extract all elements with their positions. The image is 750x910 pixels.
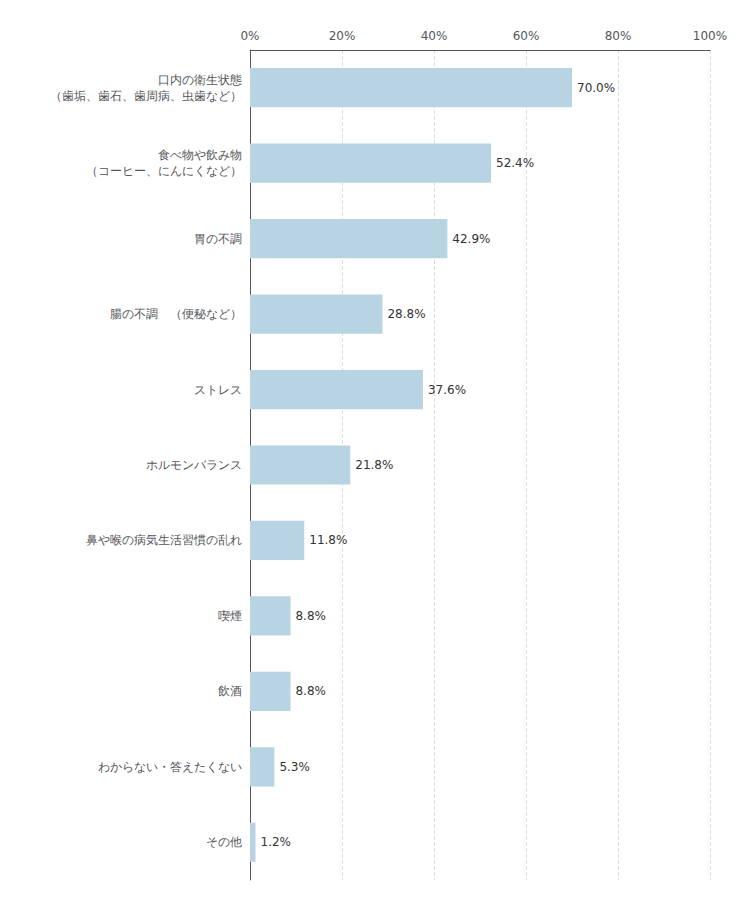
svg-text:腸の不調 （便秘など）: 腸の不調 （便秘など） [110,307,242,321]
svg-text:80%: 80% [605,29,632,43]
svg-text:21.8%: 21.8% [355,458,393,472]
svg-text:60%: 60% [513,29,540,43]
svg-text:胃の不調: 胃の不調 [194,232,242,246]
svg-text:8.8%: 8.8% [295,609,326,623]
svg-text:8.8%: 8.8% [295,684,326,698]
svg-text:5.3%: 5.3% [279,760,310,774]
svg-text:食べ物や飲み物: 食べ物や飲み物 [158,148,242,162]
svg-text:ストレス: ストレス [194,383,242,397]
svg-text:100%: 100% [693,29,727,43]
svg-text:口内の衛生状態: 口内の衛生状態 [158,73,242,87]
svg-text:ホルモンバランス: ホルモンバランス [146,458,242,472]
svg-text:0%: 0% [240,29,259,43]
svg-text:70.0%: 70.0% [577,81,615,95]
svg-text:飲酒: 飲酒 [218,684,242,698]
svg-text:40%: 40% [421,29,448,43]
svg-text:喫煙: 喫煙 [218,609,242,623]
svg-text:42.9%: 42.9% [452,232,490,246]
svg-text:1.2%: 1.2% [261,835,292,849]
svg-text:11.8%: 11.8% [309,533,347,547]
svg-text:28.8%: 28.8% [387,307,425,321]
svg-text:わからない・答えたくない: わからない・答えたくない [98,760,242,774]
svg-text:（コーヒー、にんにくなど）: （コーヒー、にんにくなど） [86,164,242,178]
svg-text:その他: その他 [206,835,242,849]
svg-text:鼻や喉の病気生活習慣の乱れ: 鼻や喉の病気生活習慣の乱れ [86,533,242,547]
svg-text:20%: 20% [329,29,356,43]
svg-text:52.4%: 52.4% [496,156,534,170]
svg-text:（歯垢、歯石、歯周病、虫歯など）: （歯垢、歯石、歯周病、虫歯など） [50,89,242,103]
svg-text:37.6%: 37.6% [428,383,466,397]
